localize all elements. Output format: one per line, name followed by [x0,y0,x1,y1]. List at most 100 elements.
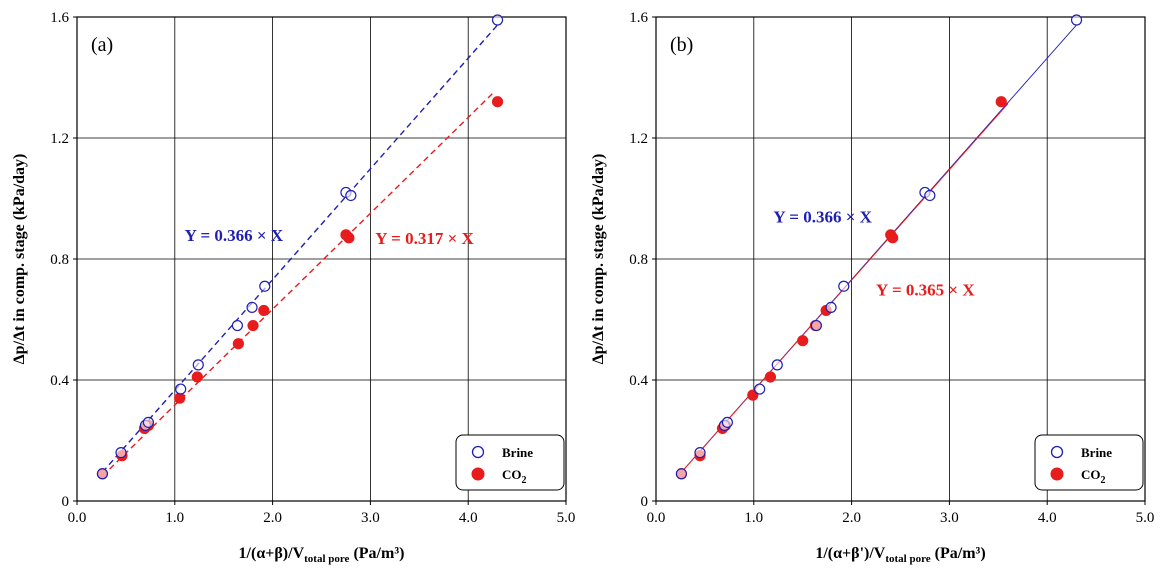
data-point-brine [246,301,258,313]
fit-equation-suffix: × X [253,226,284,245]
x-tick-label: 0.0 [647,510,666,526]
data-point-brine [924,189,936,202]
fit-line-co2 [101,92,494,477]
x-tick-label: 4.0 [1038,510,1057,526]
data-point-co2 [797,335,809,347]
fit-equation-prefix: Y = [375,229,405,248]
x-tick-label: 3.0 [940,510,959,526]
y-tick-label: 1.2 [629,131,648,147]
y-tick-label: 1.6 [629,10,648,26]
x-axis-title-subscript: total pore [304,553,349,565]
data-point-co2 [247,319,259,332]
fit-equation-prefix: Y = [185,226,215,245]
x-axis-title-subscript: total pore [885,553,930,565]
x-tick-label: 3.0 [361,510,380,526]
legend: Brine CO2 [1034,434,1144,491]
legend-label-co2-subscript: 2 [1101,475,1106,486]
legend-marker-brine [1050,445,1064,459]
x-tick-label: 2.0 [842,510,861,526]
fit-equation-slope: 0.317 [405,229,444,248]
y-tick-label: 1.2 [50,131,69,147]
x-tick-label: 1.0 [744,510,763,526]
data-point-co2 [232,338,244,350]
legend-label-co2: CO2 [1081,467,1106,486]
fit-equation-slope: 0.365 [906,280,944,299]
data-point-brine [694,447,706,459]
y-axis-title: Δp/Δt in comp. stage (kPa/day) [590,154,607,365]
chart-panel-a: 0.0 1.0 2.0 3.0 4.0 5.0 0 0.4 0.8 1.2 1.6 (a) Y = 0.… [11,10,575,565]
fit-equation-co2: Y = 0.317 × X [375,229,474,248]
data-point-brine [1070,14,1083,26]
data-point-brine [810,319,822,332]
fit-equation-suffix: × X [443,229,474,248]
data-point-co2 [343,232,355,244]
data-point-co2 [491,96,504,108]
fit-equation-brine: Y = 0.366 × X [185,226,284,245]
data-point-brine [192,359,204,371]
data-point-brine [259,280,271,292]
data-point-brine [96,468,109,480]
data-point-brine [142,416,154,428]
data-point-brine [825,301,837,313]
y-tick-label: 0 [641,494,649,510]
data-point-brine [771,359,783,371]
data-point-co2 [887,232,899,244]
fit-equation-suffix: × X [841,208,872,227]
fit-equation-prefix: Y = [773,208,803,227]
plot-area-border [655,16,1146,502]
data-point-brine [754,383,766,395]
x-axis-title-main: 1/(α+β')/V [815,545,885,562]
legend-marker-co2 [471,467,485,481]
chart-panel-b: 0.0 1.0 2.0 3.0 4.0 5.0 0 0.4 0.8 1.2 1.6 (b) Y = 0.… [590,10,1154,565]
data-point-brine [675,468,688,480]
x-tick-label: 1.0 [165,510,184,526]
fit-line-brine [101,24,499,473]
x-axis-title: 1/(α+β')/Vtotal pore (Pa/m³) [815,545,985,565]
fit-equation-slope: 0.366 [214,226,252,245]
x-tick-label: 2.0 [263,510,282,526]
data-point-brine [115,447,127,459]
fit-equation-co2: Y = 0.365 × X [876,280,975,299]
data-point-brine [838,280,850,292]
x-tick-label: 5.0 [1136,510,1155,526]
x-tick-label: 5.0 [557,510,576,526]
legend: Brine CO2 [455,434,565,491]
data-point-brine [231,319,243,332]
y-tick-label: 1.6 [50,10,69,26]
fit-equation-brine: Y = 0.366 × X [773,208,872,227]
data-point-co2 [764,371,777,383]
x-axis-title-unit: (Pa/m³) [349,545,404,562]
y-axis-title: Δp/Δt in comp. stage (kPa/day) [11,154,28,365]
panel-label: (b) [670,34,693,56]
plot-area-border [76,16,567,502]
y-tick-label: 0.8 [629,252,648,268]
panel-label: (a) [91,34,113,56]
fit-equation-prefix: Y = [876,280,906,299]
legend-label-co2-main: CO [1081,467,1101,482]
y-tick-label: 0 [62,494,70,510]
legend-label-co2-subscript: 2 [522,475,527,486]
legend-label-brine: Brine [1081,445,1112,460]
y-tick-label: 0.4 [629,373,648,389]
data-point-co2 [995,96,1007,108]
legend-marker-brine [471,445,485,459]
x-tick-label: 4.0 [459,510,478,526]
legend-marker-co2 [1050,467,1064,481]
x-axis-title: 1/(α+β)/Vtotal pore (Pa/m³) [239,545,405,565]
data-point-co2 [191,371,203,383]
legend-label-co2: CO2 [502,467,527,486]
x-axis-title-unit: (Pa/m³) [931,545,986,562]
fit-equation-slope: 0.366 [803,208,841,227]
y-tick-label: 0.8 [50,252,69,268]
data-point-brine [345,189,357,202]
data-point-co2 [258,304,270,317]
data-point-brine [175,383,187,395]
data-point-brine [721,416,733,428]
x-tick-label: 0.0 [68,510,87,526]
fit-equation-suffix: × X [944,280,975,299]
legend-label-brine: Brine [502,445,533,460]
y-tick-label: 0.4 [50,373,69,389]
data-point-brine [491,14,504,26]
x-axis-title-main: 1/(α+β)/V [239,545,305,562]
